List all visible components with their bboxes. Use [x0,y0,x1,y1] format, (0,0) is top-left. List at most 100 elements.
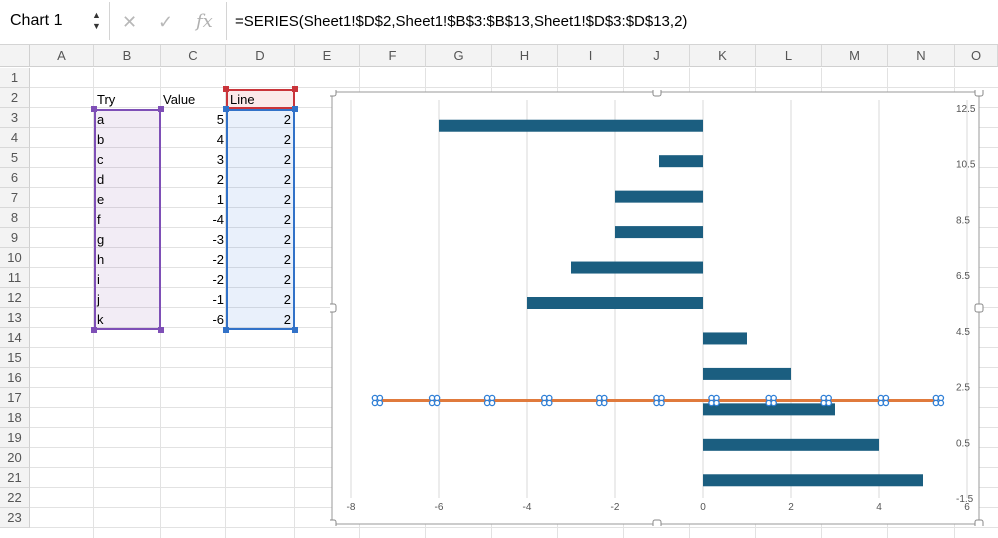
column-header[interactable]: H [492,45,558,67]
formula-input[interactable]: =SERIES(Sheet1!$D$2,Sheet1!$B$3:$B$13,Sh… [226,2,998,40]
chart-resize-handle[interactable] [327,87,337,97]
line-point-marker[interactable] [932,394,945,407]
column-header[interactable]: J [624,45,690,67]
row-header[interactable]: 10 [0,248,30,268]
header-value[interactable]: Value [163,92,196,107]
column-header[interactable]: M [822,45,888,67]
column-header[interactable]: O [955,45,998,67]
chart-resize-handle[interactable] [652,87,662,97]
column-header[interactable]: I [558,45,624,67]
cell-line[interactable]: 2 [283,212,291,227]
row-header[interactable]: 21 [0,468,30,488]
row-header[interactable]: 14 [0,328,30,348]
column-header[interactable]: L [756,45,822,67]
bar-e[interactable] [703,332,747,345]
column-header[interactable]: N [888,45,955,67]
bar-j[interactable] [659,155,703,168]
range-handle[interactable] [223,86,229,92]
chart-resize-handle[interactable] [974,87,984,97]
chart-resize-handle[interactable] [974,519,984,529]
bar-g[interactable] [571,261,703,274]
cell-try[interactable]: j [97,292,100,307]
row-header[interactable]: 5 [0,148,30,168]
row-header[interactable]: 17 [0,388,30,408]
chart-svg[interactable]: -8 -6 -4 -2 0 2 4 6 12.5 10.5 8.5 6.5 4.5 2.5 0.5 -1.5 [327,87,985,529]
cell-value[interactable]: -6 [212,312,224,327]
cell-line[interactable]: 2 [283,252,291,267]
row-header[interactable]: 3 [0,108,30,128]
row-header[interactable]: 2 [0,88,30,108]
range-handle[interactable] [223,327,229,333]
column-header[interactable]: B [94,45,161,67]
chart-resize-handle[interactable] [327,303,337,313]
cell-value[interactable]: -3 [212,232,224,247]
cell-try[interactable]: c [97,152,104,167]
row-header[interactable]: 7 [0,188,30,208]
column-header[interactable]: G [426,45,492,67]
cell-try[interactable]: k [97,312,104,327]
name-box[interactable]: Chart 1 ▲ ▼ [0,2,110,40]
range-handle[interactable] [158,106,164,112]
row-header[interactable]: 4 [0,128,30,148]
insert-function-icon[interactable]: fx [196,11,213,32]
bar-i[interactable] [615,190,703,203]
header-try[interactable]: Try [97,92,116,107]
cell-try[interactable]: b [97,132,105,147]
row-header[interactable]: 15 [0,348,30,368]
column-header[interactable]: A [30,45,94,67]
confirm-icon[interactable]: ✓ [158,12,174,32]
cell-try[interactable]: e [97,192,105,207]
cell-value[interactable]: 4 [216,132,224,147]
cell-line[interactable]: 2 [283,292,291,307]
bar-h[interactable] [615,226,703,239]
line-point-marker[interactable] [596,394,608,407]
range-handle[interactable] [158,327,164,333]
cell-line[interactable]: 2 [283,272,291,287]
row-header[interactable]: 12 [0,288,30,308]
column-header[interactable]: K [690,45,756,67]
cell-try[interactable]: a [97,112,105,127]
cell-value[interactable]: 2 [216,172,224,187]
cell-value[interactable]: -2 [212,272,224,287]
range-handle[interactable] [292,327,298,333]
column-header[interactable]: C [161,45,226,67]
line-point-marker[interactable] [371,394,384,407]
row-header[interactable]: 22 [0,488,30,508]
row-header[interactable]: 9 [0,228,30,248]
cell-try[interactable]: i [97,272,100,287]
cell-value[interactable]: -2 [212,252,224,267]
row-header[interactable]: 6 [0,168,30,188]
column-header[interactable]: D [226,45,295,67]
chart-resize-handle[interactable] [974,303,984,313]
cell-try[interactable]: d [97,172,105,187]
chart-resize-handle[interactable] [652,519,662,529]
cancel-icon[interactable]: ✕ [122,12,138,32]
cell-line[interactable]: 2 [283,132,291,147]
cell-value[interactable]: 1 [216,192,224,207]
bar-f[interactable] [527,297,703,309]
cell-line[interactable]: 2 [283,312,291,327]
column-header[interactable]: E [295,45,360,67]
cell-line[interactable]: 2 [283,192,291,207]
line-point-marker[interactable] [428,394,441,407]
header-line[interactable]: Line [230,92,255,107]
range-handle[interactable] [292,106,298,112]
line-point-marker[interactable] [708,394,720,407]
bar-c[interactable] [703,403,835,416]
cell-value[interactable]: -4 [212,212,224,227]
row-header[interactable]: 18 [0,408,30,428]
bar-a[interactable] [703,474,923,487]
row-header[interactable]: 1 [0,68,30,88]
range-handle[interactable] [91,106,97,112]
line-point-marker[interactable] [820,394,832,407]
range-handle[interactable] [223,106,229,112]
cell-try[interactable]: g [97,232,105,247]
line-point-marker[interactable] [653,394,665,407]
line-point-marker[interactable] [541,394,553,407]
cell-value[interactable]: 5 [216,112,224,127]
row-header[interactable]: 13 [0,308,30,328]
name-box-spinner-icon[interactable]: ▲ ▼ [92,10,101,31]
cell-value[interactable]: 3 [216,152,224,167]
cell-line[interactable]: 2 [283,232,291,247]
cell-try[interactable]: f [97,212,101,227]
